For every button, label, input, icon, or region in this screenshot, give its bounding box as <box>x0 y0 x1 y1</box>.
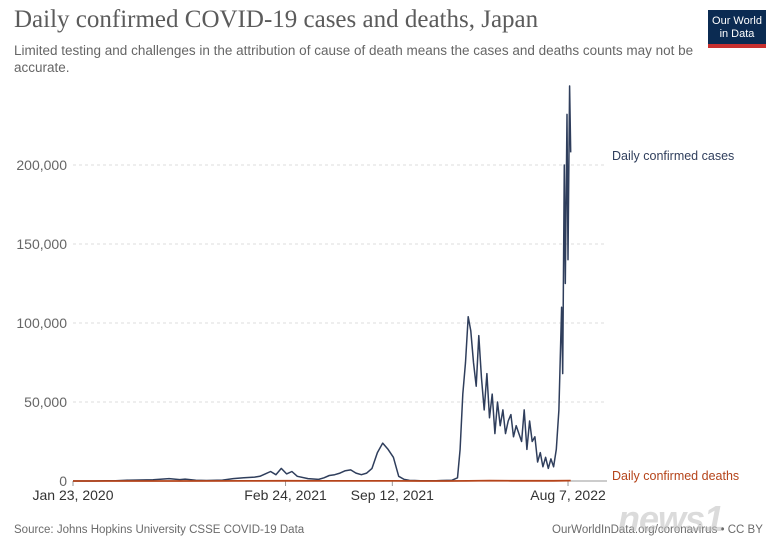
series <box>73 85 572 482</box>
y-axis: 0 50,000 100,000 150,000 200,000 <box>16 157 67 489</box>
x-tick-label: Sep 12, 2021 <box>351 487 435 503</box>
news1-watermark: news1 <box>618 498 724 539</box>
x-axis: Jan 23, 2020 Feb 24, 2021 Sep 12, 2021 Aug … <box>33 480 607 503</box>
chart-subtitle: Limited testing and challenges in the at… <box>14 43 694 75</box>
y-tick-label: 150,000 <box>16 236 67 252</box>
owid-url[interactable]: OurWorldInData.org/coronavirus • CC BY <box>552 524 763 536</box>
series-labels: Daily confirmed cases Daily confirmed dea… <box>612 149 739 483</box>
x-tick-label: Jan 23, 2020 <box>33 487 114 503</box>
chart-title: Daily confirmed COVID-19 cases and death… <box>14 6 539 33</box>
owid-logo[interactable]: Our World in Data <box>708 10 766 48</box>
cases-line <box>73 85 572 482</box>
cases-series-label: Daily confirmed cases <box>612 149 734 163</box>
y-tick-label: 100,000 <box>16 315 67 331</box>
y-tick-label: 50,000 <box>24 394 67 410</box>
y-tick-label: 0 <box>59 473 67 489</box>
x-tick-label: Aug 7, 2022 <box>530 487 606 503</box>
source-note: Source: Johns Hopkins University CSSE CO… <box>14 524 305 536</box>
gridlines <box>73 164 607 403</box>
y-tick-label: 200,000 <box>16 157 67 173</box>
deaths-series-label: Daily confirmed deaths <box>612 469 739 483</box>
x-tick-label: Feb 24, 2021 <box>244 487 327 503</box>
